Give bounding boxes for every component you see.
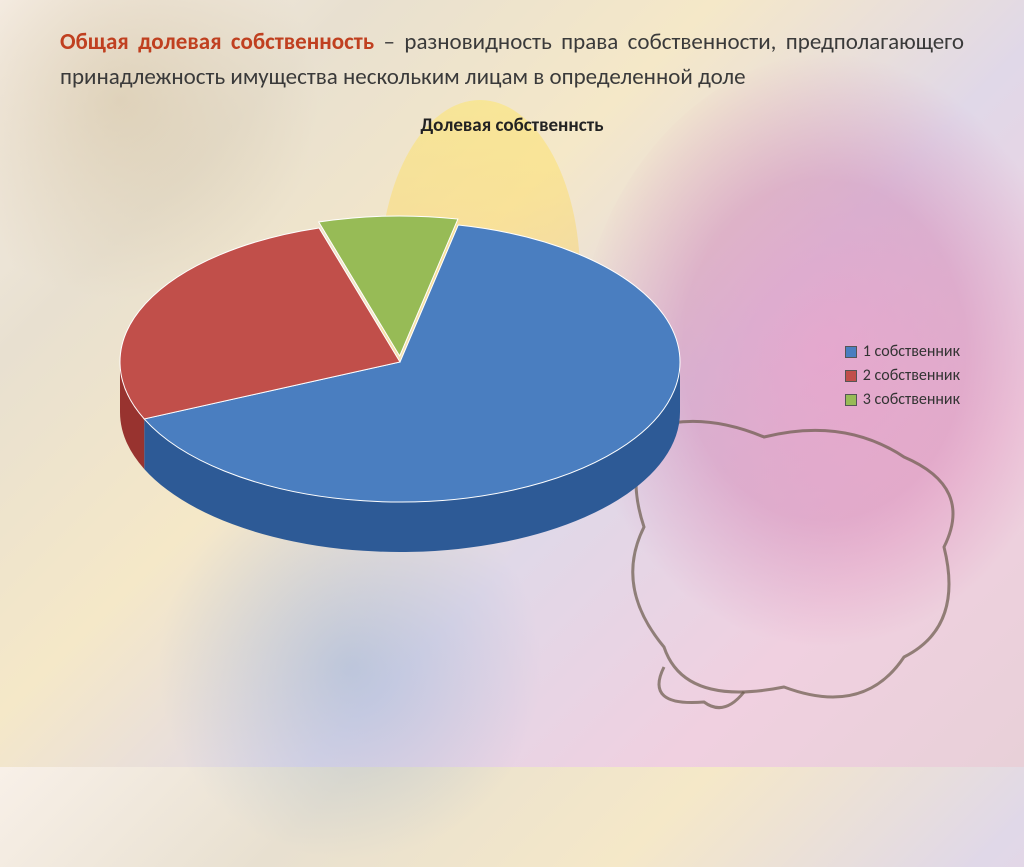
legend-item: 2 собственник: [845, 366, 960, 385]
legend-label: 3 собственник: [863, 390, 960, 409]
chart-title: Долевая собственнсть: [60, 114, 964, 137]
legend-item: 1 собственник: [845, 342, 960, 361]
legend-swatch: [845, 346, 857, 358]
legend: 1 собственник 2 собственник 3 собственник: [845, 342, 960, 414]
legend-label: 2 собственник: [863, 366, 960, 385]
chart-region: Долевая собственнсть 1 собственник 2 собс…: [60, 114, 964, 652]
definition-text: Общая долевая собственность – разновидно…: [60, 25, 964, 94]
legend-item: 3 собственник: [845, 390, 960, 409]
content-area: Общая долевая собственность – разновидно…: [0, 0, 1024, 677]
legend-swatch: [845, 394, 857, 406]
legend-swatch: [845, 370, 857, 382]
pie-chart: [80, 152, 720, 612]
definition-term: Общая долевая собственность: [60, 28, 374, 56]
pie-container: 1 собственник 2 собственник 3 собственник: [60, 152, 960, 652]
legend-label: 1 собственник: [863, 342, 960, 361]
